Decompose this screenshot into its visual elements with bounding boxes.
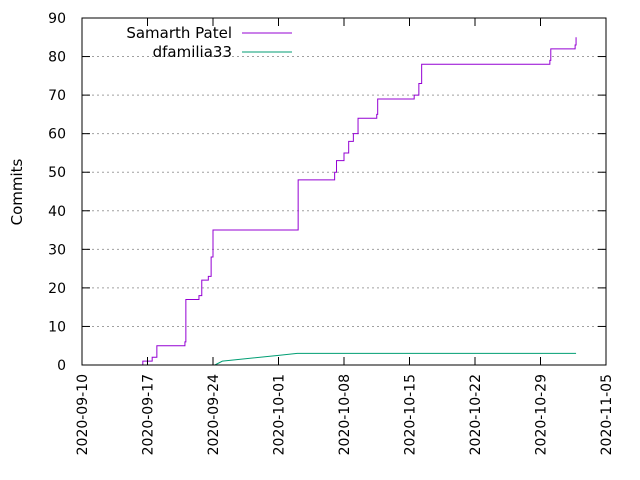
y-tick-label: 50 — [48, 165, 66, 181]
x-tick-label: 2020-10-01 — [272, 374, 288, 455]
y-tick-label: 10 — [48, 319, 66, 335]
y-tick-label: 0 — [57, 358, 66, 374]
y-tick-label: 80 — [48, 50, 66, 66]
x-tick-label: 2020-10-29 — [534, 374, 550, 455]
y-tick-label: 20 — [48, 281, 66, 297]
y-tick-label: 40 — [48, 204, 66, 220]
y-tick-label: 60 — [48, 127, 66, 143]
y-tick-label: 70 — [48, 88, 66, 104]
x-tick-label: 2020-09-17 — [141, 374, 157, 455]
y-axis-label: Commits — [8, 158, 26, 225]
series-line-0 — [138, 37, 577, 366]
y-tick-label: 90 — [48, 11, 66, 27]
x-tick-label: 2020-09-24 — [206, 374, 222, 455]
x-tick-label: 2020-11-05 — [599, 374, 615, 455]
y-axis: 0 10 20 30 40 50 60 70 80 90 — [48, 11, 606, 374]
series-lines — [138, 37, 577, 366]
grid-lines — [82, 56, 606, 327]
legend-label: Samarth Patel — [126, 24, 232, 42]
x-tick-label: 2020-10-15 — [403, 374, 419, 455]
x-tick-label: 2020-09-10 — [75, 374, 91, 455]
plot-frame — [81, 17, 607, 366]
x-tick-label: 2020-10-22 — [468, 374, 484, 455]
x-tick-label: 2020-10-08 — [337, 374, 353, 455]
x-axis: 2020-09-10 2020-09-17 2020-09-24 2020-10-01… — [75, 18, 615, 455]
legend-label: dfamilia33 — [153, 43, 232, 61]
y-tick-label: 30 — [48, 242, 66, 258]
series-line-1 — [214, 352, 577, 366]
